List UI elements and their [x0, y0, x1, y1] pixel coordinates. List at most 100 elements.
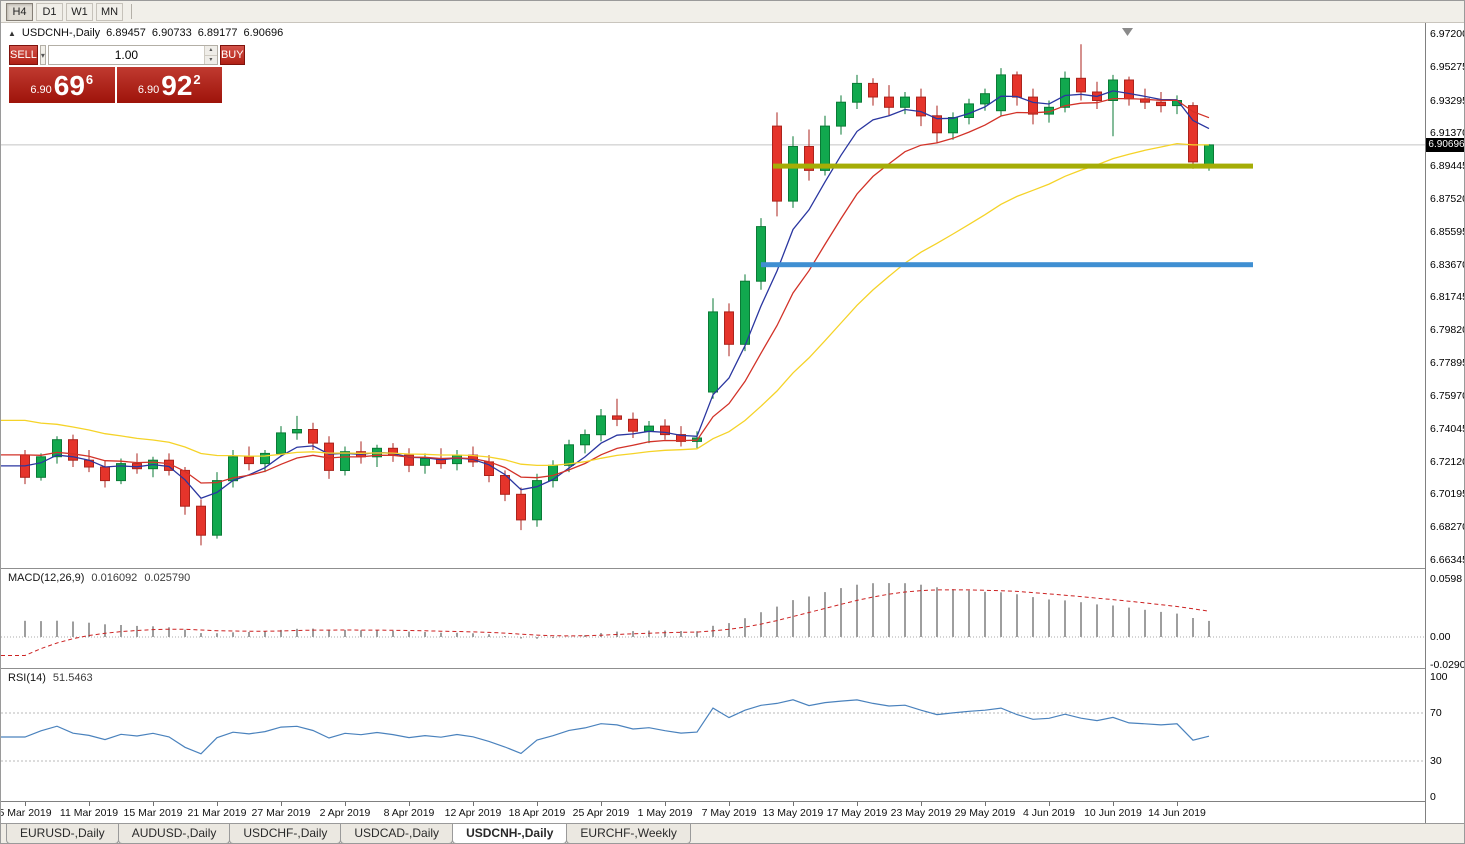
candle-body: [68, 439, 78, 461]
chart-shift-marker-icon[interactable]: [1122, 28, 1133, 36]
candle-body: [404, 454, 414, 466]
candle-body: [52, 439, 62, 458]
time-axis[interactable]: 5 Mar 2019 11 Mar 2019 15 Mar 2019 21 Mar 2…: [1, 801, 1425, 823]
time-axis-tick: [1113, 802, 1114, 806]
candle-body: [596, 415, 606, 436]
time-axis-tick: [729, 802, 730, 806]
buy-price-sup: 2: [193, 72, 201, 87]
timeframe-button-mn[interactable]: MN: [96, 2, 124, 21]
price-axis-label: 6.81745: [1430, 291, 1465, 303]
resistance-line-olive[interactable]: [773, 163, 1253, 169]
candle-body: [740, 280, 750, 345]
rsi-axis-label: 0: [1430, 791, 1436, 803]
one-click-trade-panel: SELL ▾ ▴ ▾ BUY 6.90 69 6 6.90 92 2: [9, 45, 245, 103]
time-axis-label: 10 Jun 2019: [1084, 807, 1142, 819]
candle-body: [276, 432, 286, 454]
candle-body: [1188, 105, 1198, 163]
volume-box: ▴ ▾: [47, 45, 218, 65]
time-axis-tick: [1049, 802, 1050, 806]
buy-price-prefix: 6.90: [137, 84, 160, 96]
rsi-axis-label: 100: [1430, 671, 1448, 683]
candle-body: [532, 480, 542, 521]
candle-body: [948, 117, 958, 134]
price-axis-label: 6.68270: [1430, 521, 1465, 533]
candle-body: [1028, 96, 1038, 115]
time-axis-tick: [409, 802, 410, 806]
candle-body: [116, 463, 126, 482]
candle-body: [1076, 77, 1086, 93]
candle-body: [260, 452, 270, 465]
time-axis-label: 17 May 2019: [826, 807, 888, 819]
candle-body: [964, 103, 974, 119]
candle-body: [292, 429, 302, 434]
price-axis[interactable]: 6.97200 6.95275 6.93295 6.91370 6.89445 6.875…: [1425, 23, 1465, 823]
price-axis-label: 6.89445: [1430, 160, 1465, 172]
macd-signal-value: 0.025790: [144, 572, 191, 584]
time-axis-label: 14 Jun 2019: [1148, 807, 1206, 819]
candle-body: [1156, 101, 1166, 107]
timeframe-button-d1[interactable]: D1: [36, 2, 63, 21]
chart-tab-usdcnh-daily[interactable]: USDCNH-,Daily: [452, 824, 568, 843]
price-axis-label: 6.74045: [1430, 423, 1465, 435]
price-axis-label: 6.83670: [1430, 259, 1465, 271]
candle-body: [660, 425, 670, 436]
rsi-panel[interactable]: [1, 669, 1425, 800]
candle-body: [804, 146, 814, 171]
candle-body: [1060, 77, 1070, 108]
time-axis-label: 1 May 2019: [637, 807, 693, 819]
macd-axis-label: -0.029049: [1430, 659, 1464, 671]
collapse-trade-panel-icon[interactable]: ▲: [8, 29, 16, 38]
time-axis-tick: [473, 802, 474, 806]
timeframe-toolbar: H4 D1 W1 MN: [1, 1, 1464, 23]
price-axis-label: 6.97200: [1430, 28, 1465, 40]
volume-dropdown-button[interactable]: ▾: [39, 45, 46, 65]
candle-body: [628, 418, 638, 432]
ohlc-open: 6.89457: [106, 27, 146, 39]
sell-button[interactable]: SELL: [9, 45, 38, 65]
panel-splitter[interactable]: [1, 668, 1464, 669]
timeframe-button-h4[interactable]: H4: [6, 2, 33, 21]
time-axis-label: 4 Jun 2019: [1023, 807, 1075, 819]
macd-axis-label: 0.00: [1430, 631, 1451, 643]
time-axis-tick: [985, 802, 986, 806]
candle-body: [196, 505, 206, 536]
price-axis-label: 6.77895: [1430, 357, 1465, 369]
buy-button[interactable]: BUY: [219, 45, 245, 65]
chart-tab-usdchf-daily[interactable]: USDCHF-,Daily: [229, 824, 342, 843]
time-axis-tick: [89, 802, 90, 806]
candle-body: [724, 311, 734, 345]
candle-body: [36, 456, 46, 478]
volume-spinner: ▴ ▾: [203, 46, 217, 64]
macd-panel[interactable]: [1, 569, 1425, 667]
price-axis-label: 6.79820: [1430, 324, 1465, 336]
time-axis-label: 12 Apr 2019: [444, 807, 502, 819]
current-price-tag: 6.90696: [1426, 138, 1464, 152]
sell-price-prefix: 6.90: [30, 84, 52, 96]
price-axis-label: 6.75970: [1430, 390, 1465, 402]
time-axis-label: 5 Mar 2019: [1, 807, 52, 819]
buy-price-big: 92: [161, 70, 193, 101]
chart-tab-eurchf-weekly[interactable]: EURCHF-,Weekly: [566, 824, 691, 843]
support-line-blue[interactable]: [761, 262, 1253, 268]
timeframe-button-w1[interactable]: W1: [66, 2, 93, 21]
time-axis-tick: [153, 802, 154, 806]
chart-tab-eurusd-daily[interactable]: EURUSD-,Daily: [6, 824, 119, 843]
candle-body: [996, 74, 1006, 112]
price-chart[interactable]: [1, 23, 1425, 568]
buy-price-tile[interactable]: 6.90 92 2: [116, 67, 222, 103]
panel-splitter[interactable]: [1, 568, 1464, 569]
candle-body: [324, 442, 334, 471]
time-axis-label: 13 May 2019: [762, 807, 824, 819]
time-axis-tick: [1177, 802, 1178, 806]
chart-tab-usdcad-daily[interactable]: USDCAD-,Daily: [340, 824, 454, 843]
chart-tab-audusd-daily[interactable]: AUDUSD-,Daily: [117, 824, 231, 843]
volume-increase-button[interactable]: ▴: [204, 46, 217, 56]
candle-body: [708, 311, 718, 393]
volume-decrease-button[interactable]: ▾: [204, 55, 217, 64]
toolbar-separator: [131, 4, 133, 19]
candle-body: [820, 125, 830, 171]
price-axis-label: 6.93295: [1430, 95, 1465, 107]
candle-body: [788, 146, 798, 202]
volume-input[interactable]: [48, 46, 204, 64]
sell-price-tile[interactable]: 6.90 69 6: [9, 67, 115, 103]
